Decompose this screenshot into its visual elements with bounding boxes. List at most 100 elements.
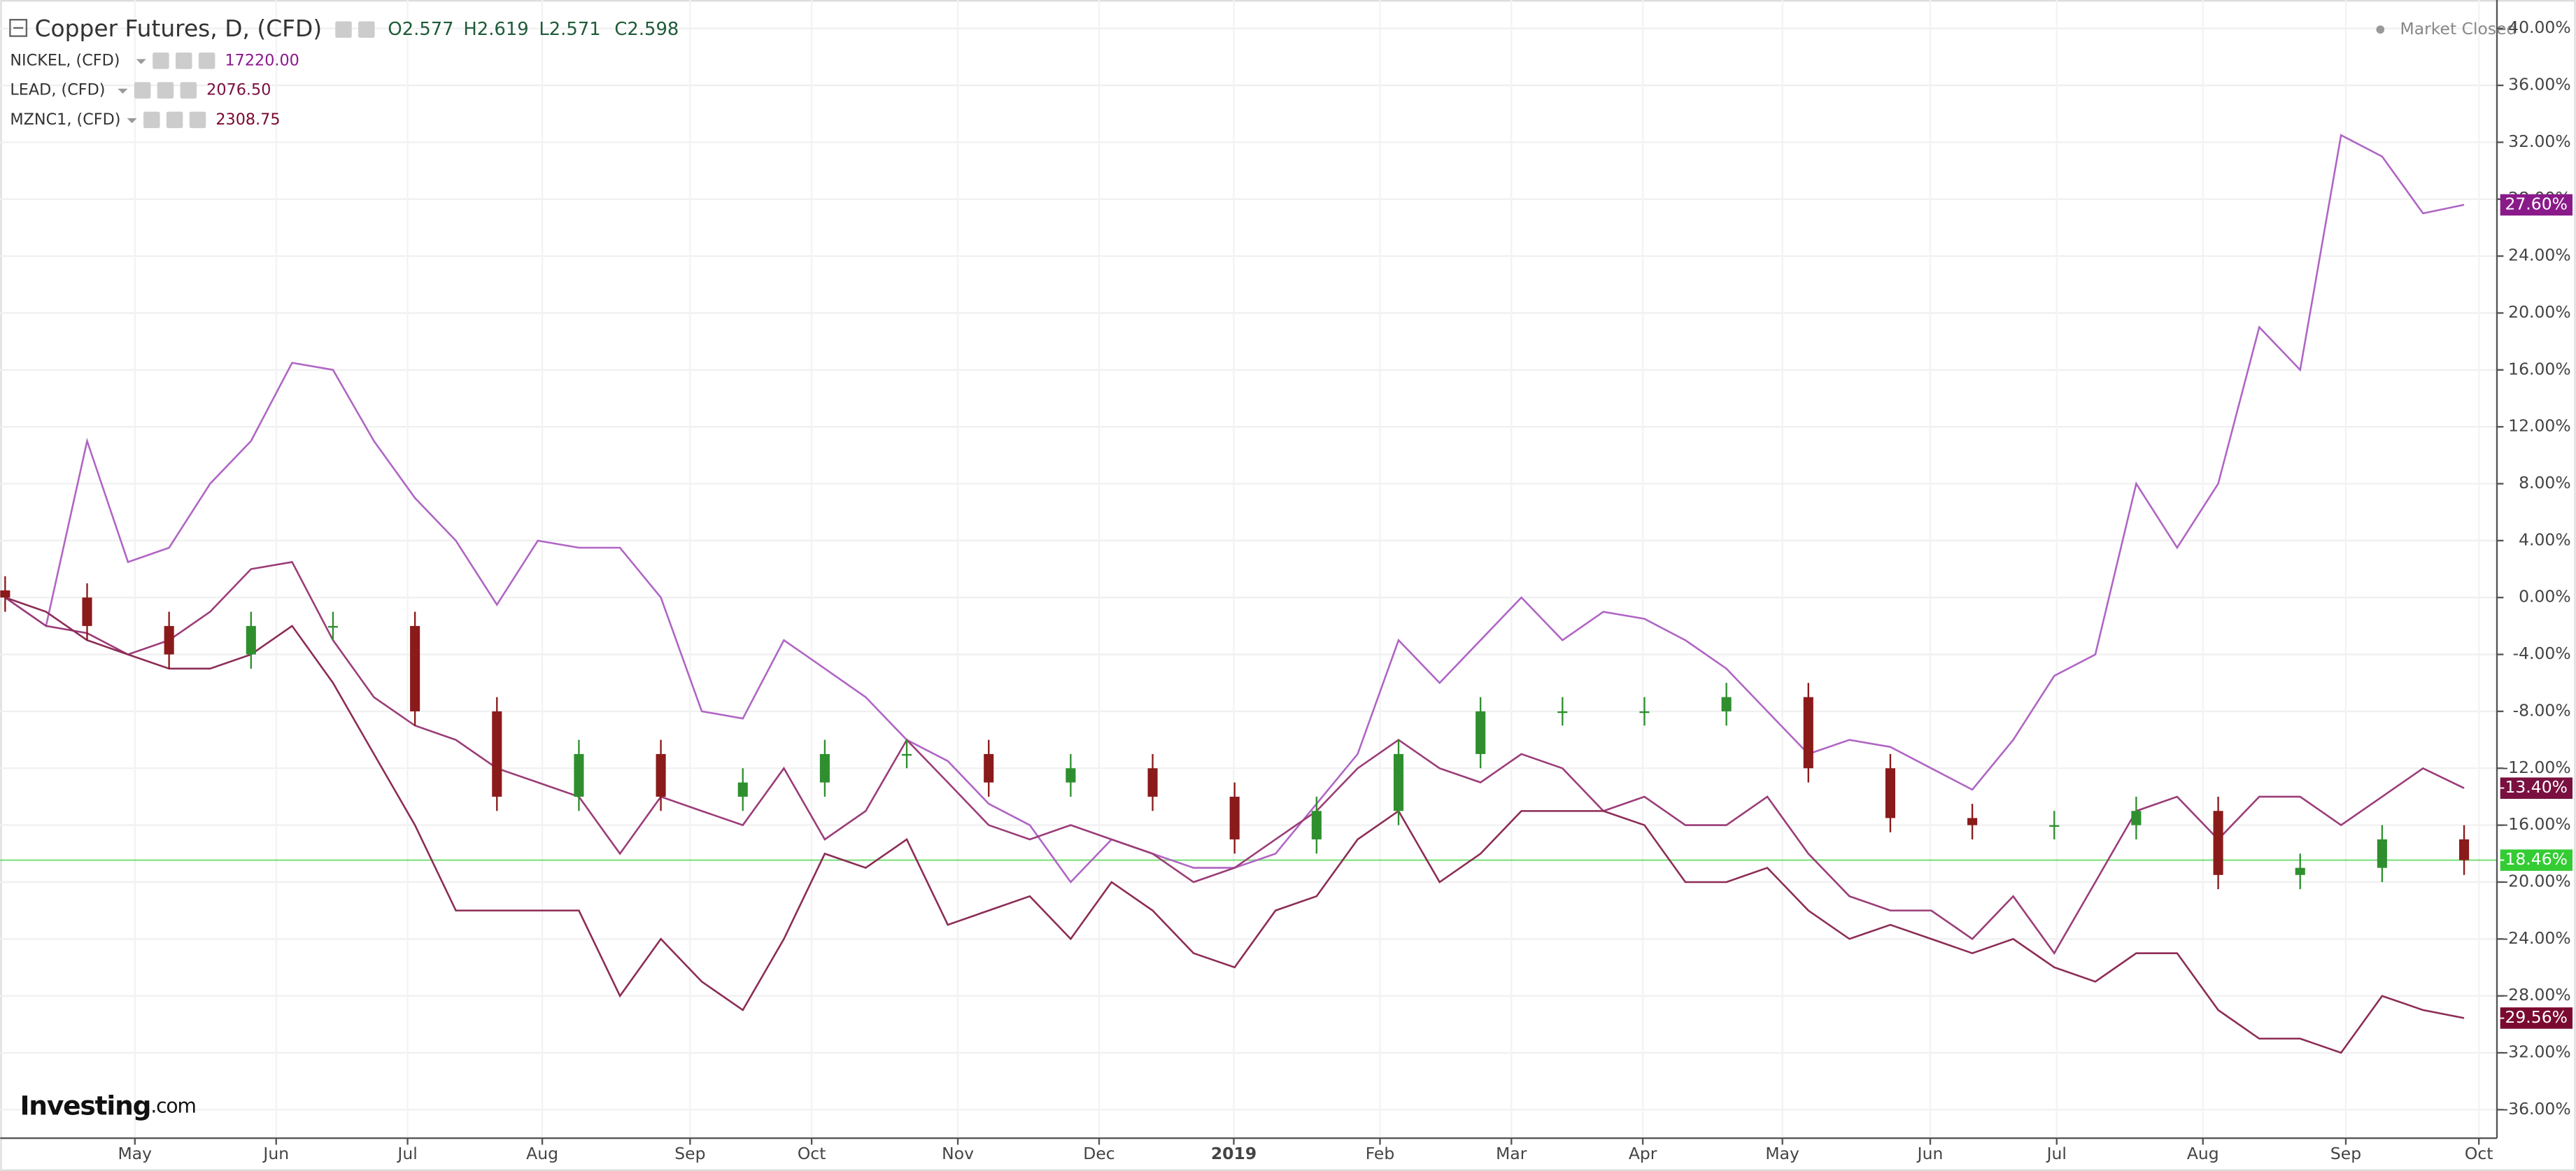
logo: Investing.com [20,1090,195,1121]
logo-main: Investing [20,1090,150,1121]
series-last-label: 27.60% [2505,194,2568,213]
x-tick-label: Mar [1496,1144,1527,1163]
candle-body [1803,697,1813,769]
candle-body [1721,697,1732,711]
y-tick-label: 8.00% [2519,473,2571,492]
x-tick-label: Nov [942,1144,974,1163]
toolbar-icon [358,21,375,38]
x-tick-label: Jun [262,1144,289,1163]
y-tick-label: 40.00% [2508,17,2571,37]
y-tick-label: 24.00% [2508,246,2571,265]
candle-body [2213,811,2223,875]
candle-body [1066,768,1076,783]
toolbar-icon [134,82,151,99]
x-tick-label: Jul [396,1144,417,1163]
candle-body [1885,768,1895,818]
candle-body [819,753,830,783]
candle-body [0,590,10,598]
ohlc-label: C2.598 [614,19,679,40]
series-last-label: -13.40% [2499,777,2568,797]
marks [0,134,2498,1054]
x-tick-label: Oct [2465,1144,2493,1163]
candle-body [246,625,256,655]
y-tick-label: -12.00% [2503,758,2571,777]
candle-body [492,711,502,797]
candle-body [1557,711,1568,714]
toolbar-icon [335,21,352,38]
y-tick-label: -4.00% [2513,644,2571,663]
toolbar-icon [180,82,197,99]
x-tick-label: Jul [2046,1144,2067,1163]
ohlc-label: O2.577 [388,19,453,40]
x-tick-label: Sep [674,1144,705,1163]
candle-body [1311,811,1322,839]
candle-body [1393,753,1404,811]
candle-body [2049,825,2060,827]
x-tick-label: Jun [1916,1144,1944,1163]
toolbar-icon [143,111,160,129]
y-tick-label: 36.00% [2508,75,2571,94]
logo-suffix: .com [150,1094,195,1117]
toolbar-icon [176,52,192,69]
toolbar-icon [166,111,183,129]
y-tick-label: 20.00% [2508,302,2571,322]
y-tick-label: -20.00% [2503,871,2571,890]
candle-body [2131,811,2142,825]
legend-price: 2076.50 [206,81,271,99]
x-tick-label: May [1765,1144,1799,1163]
price-last-label: -18.46% [2499,849,2568,869]
status-dot [2376,25,2385,34]
legend-name: NICKEL, (CFD) [10,51,120,69]
legend-dropdown [118,88,128,94]
toolbar-icon [198,52,215,69]
x-tick-label: Feb [1366,1144,1395,1163]
ohlc-label: L2.571 [539,19,600,40]
y-tick-label: -28.00% [2503,985,2571,1005]
legend-dropdown [127,118,137,124]
candle-body [1639,711,1650,714]
candle-body [1967,818,1978,825]
series-last-label-bg [2500,777,2573,799]
x-tick-label: Dec [1083,1144,1114,1163]
toolbar-icon [189,111,206,129]
candle-body [2295,867,2305,875]
candle-body [82,597,92,626]
x-tick-label: Aug [526,1144,558,1163]
legend-price: 2308.75 [215,111,280,129]
x-tick-label: Aug [2187,1144,2219,1163]
candle-body [2377,839,2387,868]
candle-body [902,753,912,756]
series-last-label-bg [2500,194,2573,216]
y-tick-label: -8.00% [2513,700,2571,720]
toolbar-icon [157,82,174,99]
x-tick-label: Apr [1629,1144,1657,1163]
y-tick-label: -16.00% [2503,814,2571,834]
price-last-label-bg [2500,849,2573,871]
y-tick-label: 16.00% [2508,359,2571,378]
series-last-label: -29.56% [2499,1007,2568,1027]
collapse-icon[interactable] [9,19,28,37]
series-line [4,560,2465,956]
candle-body [656,753,666,797]
candle-body [1475,711,1486,754]
y-tick-label: -24.00% [2503,928,2571,948]
series-last-label-bg [2500,1007,2573,1029]
chart-title: Copper Futures, D, (CFD) [35,15,323,42]
candle-body [1229,796,1240,839]
y-tick-label: 12.00% [2508,416,2571,436]
x-tick-label: 2019 [1211,1144,1257,1163]
candle-body [574,753,584,797]
x-tick-label: Sep [2330,1144,2361,1163]
y-tick-label: 0.00% [2519,587,2571,606]
series-line [4,596,2465,1054]
legend-name: LEAD, (CFD) [10,81,105,99]
candle-body [737,782,748,797]
candle-body [164,625,174,655]
x-tick-label: May [118,1144,153,1163]
candle-body [1147,768,1158,797]
candle-body [984,753,994,783]
legend-name: MZNC1, (CFD) [10,111,120,129]
candle-body [2459,839,2470,860]
